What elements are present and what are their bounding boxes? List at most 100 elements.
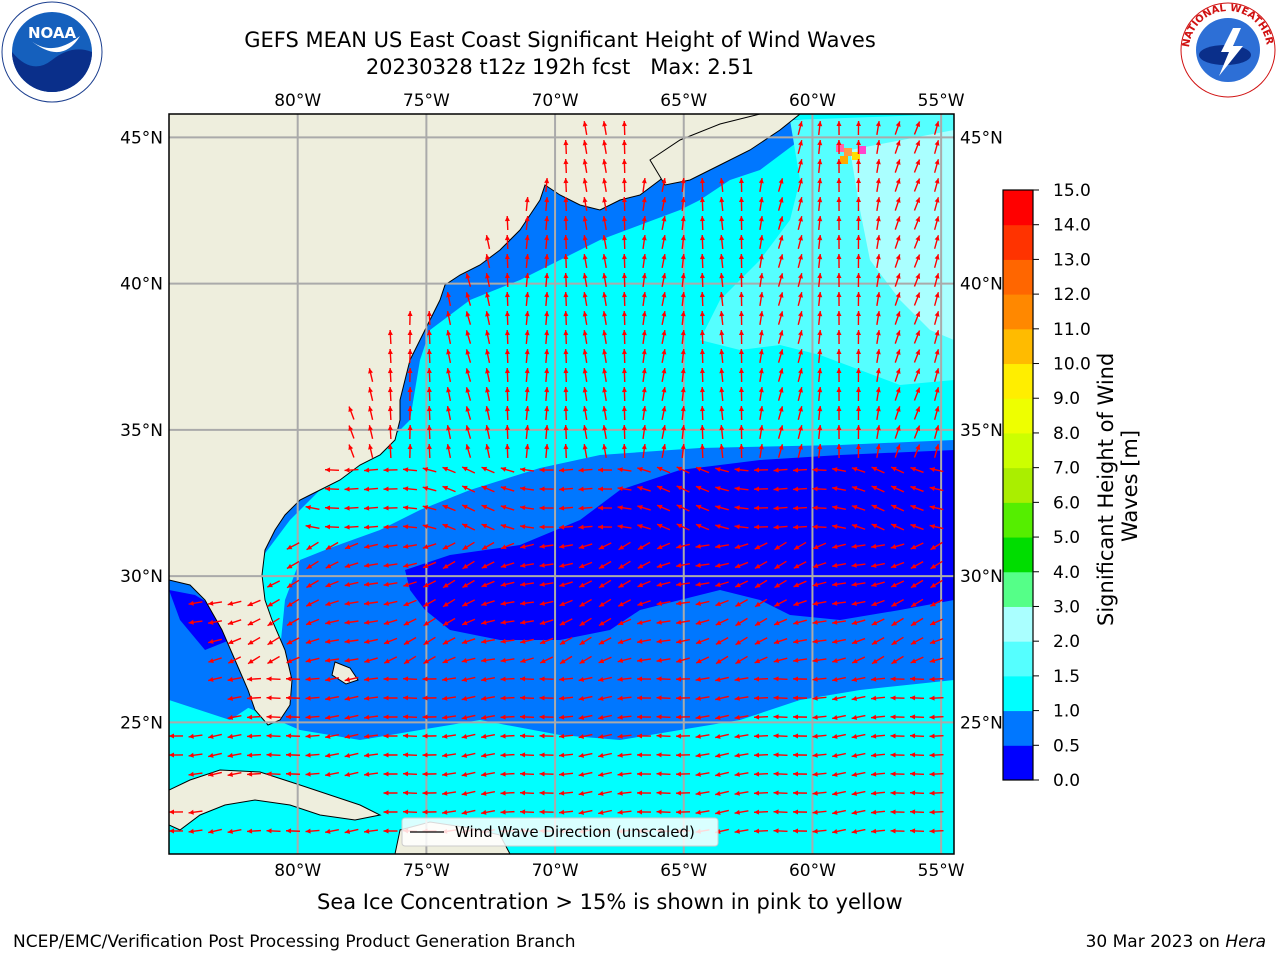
wave-vector-head — [559, 639, 566, 645]
wave-vector-head — [618, 582, 625, 588]
wave-vector-head — [793, 695, 799, 701]
footer-date: 30 Mar 2023 on Hera — [1086, 932, 1266, 952]
wave-vector-head — [520, 658, 526, 663]
wave-vector-head — [798, 330, 803, 336]
wave-vector-head — [563, 330, 569, 336]
wave-vector-head — [524, 235, 530, 241]
wave-vector-head — [407, 406, 413, 412]
wave-vector-head — [915, 425, 921, 432]
wave-vector-head — [578, 524, 584, 530]
wave-vector-head — [621, 178, 627, 184]
wave-vector-head — [247, 752, 253, 758]
wave-vector-head — [637, 582, 644, 588]
wave-vector-head — [462, 544, 469, 550]
wave-vector-head — [910, 639, 917, 645]
wave-vector-head — [500, 809, 506, 815]
wave-vector-head — [891, 582, 897, 588]
wave-vector-head — [836, 140, 842, 146]
lat-label-left: 35°N — [120, 421, 163, 441]
wave-vector-head — [934, 368, 940, 374]
wave-vector-head — [836, 292, 842, 298]
wave-vector-head — [817, 425, 823, 431]
wave-vector-head — [856, 311, 862, 317]
wave-vector-head — [305, 771, 311, 777]
wave-vector-head — [738, 216, 744, 222]
wave-vector-head — [676, 504, 683, 510]
wave-vector-head — [817, 216, 823, 222]
wave-vector-head — [758, 254, 764, 260]
wave-vector-head — [856, 425, 862, 431]
wave-vector-head — [559, 771, 565, 777]
wave-vector-head — [817, 254, 823, 260]
wave-vector-head — [364, 600, 370, 606]
wave-vector-head — [621, 311, 627, 317]
wave-vector-head — [695, 676, 701, 682]
wave-vector-head — [798, 292, 803, 298]
wave-vector-head — [407, 311, 413, 317]
wave-vector-head — [734, 695, 740, 701]
colorbar-segment — [1003, 467, 1033, 503]
wave-vector-head — [544, 178, 550, 184]
wave-vector-head — [641, 444, 647, 450]
wave-vector-head — [344, 505, 350, 511]
wave-vector-head — [895, 425, 901, 431]
wave-vector-head — [617, 658, 624, 663]
wave-vector-head — [856, 197, 862, 203]
wave-vector-head — [188, 600, 194, 606]
wave-vector-head — [836, 216, 842, 222]
wave-vector-head — [621, 444, 627, 450]
wave-vector-head — [758, 292, 764, 298]
wave-vector-head — [465, 349, 471, 355]
wave-vector-head — [443, 582, 449, 588]
wave-vector-head — [248, 658, 254, 664]
wave-vector-head — [929, 771, 935, 777]
wave-vector-head — [773, 828, 779, 834]
wave-vector-head — [407, 349, 413, 355]
wave-vector-head — [778, 349, 784, 355]
wave-vector-head — [325, 657, 331, 663]
wave-vector-head — [383, 620, 390, 625]
wave-vector-head — [915, 292, 921, 299]
wave-vector-head — [875, 178, 881, 184]
wave-vector-head — [911, 582, 917, 588]
wave-vector-head — [582, 349, 588, 355]
wave-vector-head — [465, 330, 471, 336]
wave-vector-head — [817, 121, 823, 127]
wave-vector-head — [656, 771, 662, 777]
wave-vector-head — [910, 563, 917, 569]
wave-vector-head — [774, 563, 781, 569]
wave-vector-head — [442, 733, 448, 739]
wave-vector-head — [559, 486, 565, 492]
lon-label-bottom: 65°W — [660, 861, 707, 881]
wave-vector-head — [563, 273, 569, 279]
wave-vector-head — [812, 600, 819, 606]
wave-vector-head — [579, 620, 586, 626]
wave-vector-head — [657, 485, 663, 491]
sea-ice-pixel — [840, 156, 848, 164]
wave-vector-head — [637, 809, 643, 815]
wave-vector-head — [344, 524, 350, 530]
wave-vector-head — [661, 387, 667, 393]
wave-vector-head — [602, 387, 608, 393]
wave-vector-head — [895, 368, 901, 374]
wave-vector-head — [578, 809, 585, 815]
wave-vector-head — [929, 639, 936, 645]
wave-vector-head — [695, 733, 701, 739]
wave-vector-head — [602, 406, 608, 412]
wave-vector-head — [812, 582, 819, 587]
wave-vector-head — [930, 544, 937, 550]
wave-vector-head — [520, 600, 526, 606]
wave-vector-head — [602, 292, 608, 298]
lon-label-top: 55°W — [918, 91, 965, 111]
wave-vector-head — [934, 387, 940, 393]
wave-vector-head — [851, 600, 858, 606]
wave-vector-head — [871, 601, 878, 607]
wave-vector-head — [559, 733, 565, 739]
wave-vector-head — [758, 197, 764, 203]
wave-vector-head — [871, 582, 877, 587]
wave-vector-head — [504, 311, 510, 317]
wave-vector-head — [773, 752, 779, 758]
wave-vector-head — [817, 387, 823, 393]
wave-vector-head — [734, 544, 741, 549]
wave-vector-head — [715, 467, 721, 472]
